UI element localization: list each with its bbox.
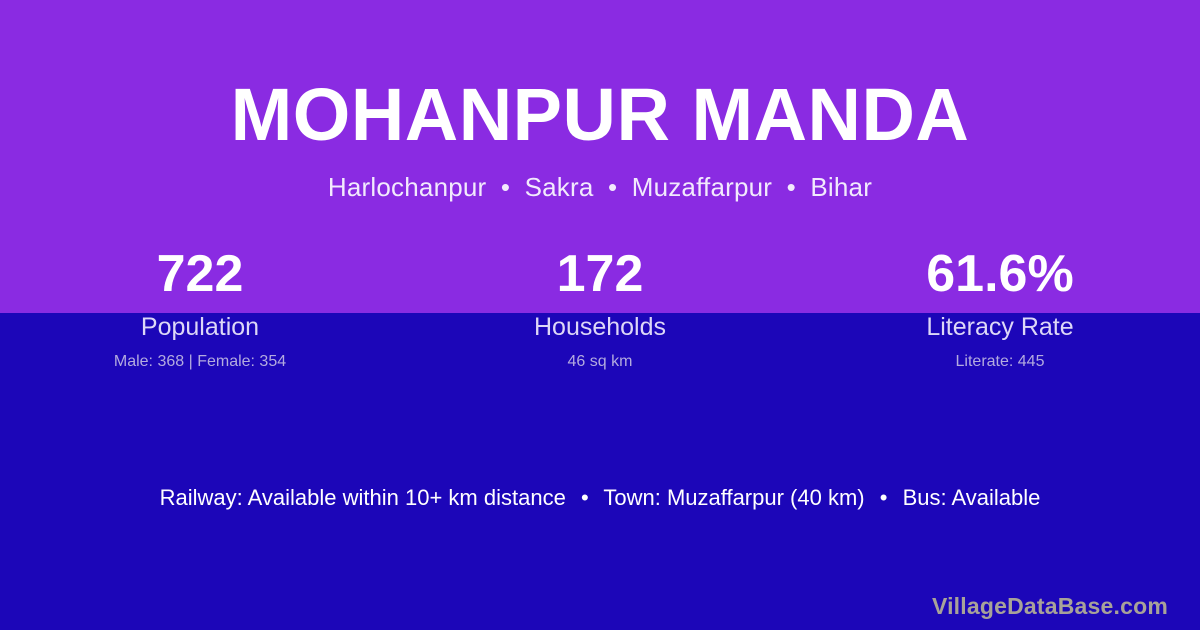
info-item-town: Town: Muzaffarpur (40 km) — [603, 485, 865, 510]
stat-subtext: Literate: 445 — [955, 353, 1045, 370]
breadcrumb-item-block: Sakra — [524, 172, 594, 202]
blue-background-band — [0, 313, 1200, 630]
breadcrumb-separator-icon: • — [786, 172, 796, 202]
breadcrumb-separator-icon: • — [607, 172, 618, 202]
stat-population: 722 Population Male: 368 | Female: 354 — [60, 248, 340, 370]
purple-background-band — [0, 0, 1200, 313]
breadcrumb-item-state: Bihar — [810, 172, 873, 202]
info-item-bus: Bus: Available — [902, 485, 1041, 510]
info-separator-icon: • — [879, 485, 888, 510]
stat-value: 172 — [556, 245, 644, 303]
breadcrumb-separator-icon: • — [500, 172, 511, 202]
stat-literacy-rate: 61.6% Literacy Rate Literate: 445 — [860, 248, 1140, 370]
page-title: MOHANPUR MANDA — [230, 73, 970, 156]
info-item-railway: Railway: Available within 10+ km distanc… — [159, 485, 566, 510]
breadcrumb-item-district: Muzaffarpur — [631, 172, 773, 202]
amenities-info-line: Railway: Available within 10+ km distanc… — [0, 487, 1200, 509]
stat-label: Literacy Rate — [926, 313, 1074, 341]
stat-subtext: 46 sq km — [567, 353, 633, 370]
stat-value: 722 — [156, 245, 244, 303]
stat-subtext: Male: 368 | Female: 354 — [113, 353, 287, 370]
stat-label: Population — [140, 313, 260, 341]
breadcrumb: Harlochanpur • Sakra • Muzaffarpur • Bih… — [0, 174, 1200, 200]
stat-value: 61.6% — [926, 245, 1074, 303]
stats-row: 722 Population Male: 368 | Female: 354 1… — [0, 248, 1200, 370]
stat-households: 172 Households 46 sq km — [460, 248, 740, 370]
info-separator-icon: • — [580, 485, 589, 510]
breadcrumb-item-panchayat: Harlochanpur — [327, 172, 487, 202]
card-header: MOHANPUR MANDA Harlochanpur • Sakra • Mu… — [0, 0, 1200, 201]
site-brand-watermark: VillageDataBase.com — [931, 593, 1168, 619]
stat-label: Households — [533, 313, 667, 341]
